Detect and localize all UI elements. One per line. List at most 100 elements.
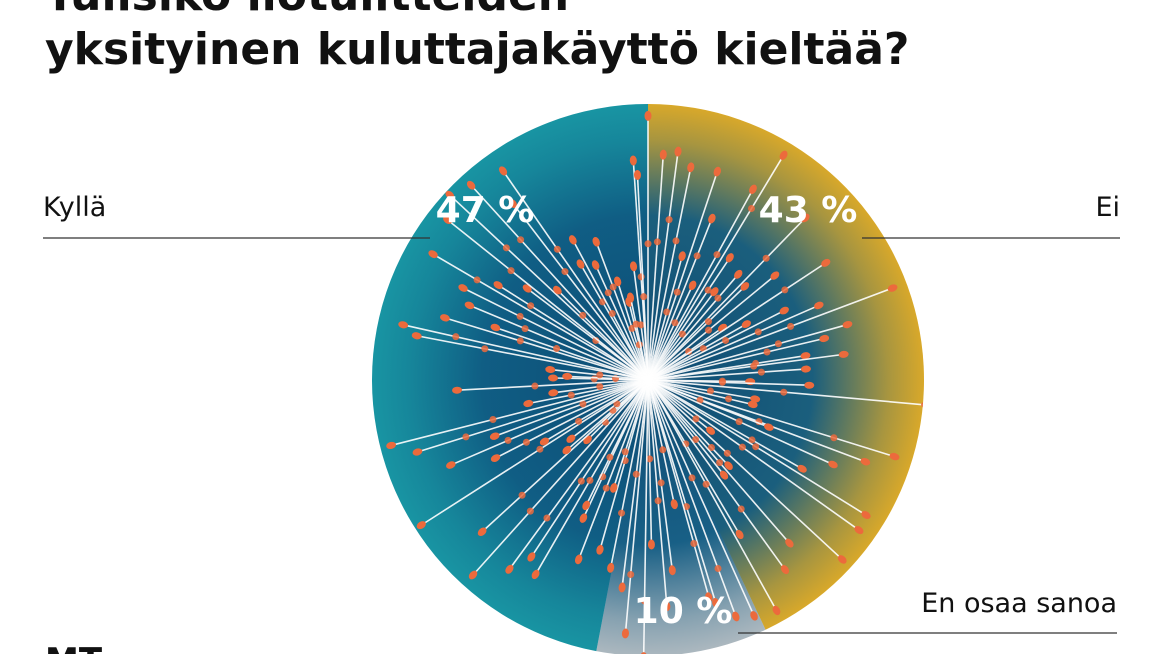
spark [548, 389, 559, 397]
ray [647, 257, 731, 381]
spark [547, 374, 558, 382]
ray [647, 379, 770, 428]
spark [763, 423, 774, 431]
spark [386, 441, 397, 450]
spark [722, 336, 730, 344]
spark [657, 479, 665, 487]
spark [604, 289, 612, 297]
ray [534, 379, 649, 575]
ray [566, 379, 649, 451]
ray [647, 379, 803, 470]
spark [659, 149, 667, 160]
ray [402, 324, 649, 381]
spark [577, 477, 585, 485]
ray [508, 379, 649, 570]
spark [629, 155, 637, 166]
ray [612, 379, 649, 489]
spark [566, 434, 576, 443]
ray [528, 379, 649, 405]
spark [522, 438, 530, 446]
ray [647, 379, 810, 387]
ray [450, 379, 649, 466]
spark [659, 446, 667, 454]
spark [627, 570, 635, 578]
ray [647, 379, 895, 458]
spark [443, 215, 453, 225]
spark [490, 454, 501, 462]
ray [497, 284, 649, 381]
spark [574, 554, 583, 565]
spark [596, 371, 604, 379]
spark [561, 268, 569, 276]
spark [481, 345, 489, 353]
spark [713, 166, 721, 177]
spark [452, 333, 460, 341]
spark [505, 564, 514, 574]
ray [594, 264, 649, 381]
spark [779, 306, 789, 315]
spark [539, 437, 550, 446]
ray [647, 171, 719, 381]
spark [735, 418, 743, 426]
spark [618, 582, 626, 593]
spark [688, 474, 696, 482]
spark [705, 592, 713, 603]
spark [610, 483, 618, 493]
category-label: Kyllä [43, 192, 106, 223]
spark [704, 318, 712, 326]
spark [464, 301, 475, 310]
spark [671, 319, 679, 327]
spark [725, 395, 733, 403]
spark [618, 509, 626, 517]
ray [544, 379, 649, 443]
ray [481, 379, 649, 533]
spark [673, 288, 681, 296]
ray [636, 174, 649, 381]
spark [568, 235, 577, 245]
spark [516, 312, 524, 320]
spark [774, 340, 782, 348]
spark [468, 570, 478, 580]
category-label: Ei [1095, 192, 1120, 223]
spark [685, 347, 693, 355]
spark [665, 216, 673, 224]
ray [495, 379, 649, 459]
spark [613, 276, 622, 287]
ray [567, 375, 649, 381]
spark [719, 470, 729, 480]
spark [536, 445, 544, 453]
spark [591, 260, 600, 270]
spark [785, 538, 794, 548]
spark [428, 250, 438, 259]
ray [621, 379, 649, 588]
ray [647, 323, 848, 381]
ray [599, 379, 649, 550]
ray [585, 379, 649, 506]
spark [440, 314, 450, 322]
value-label: 47 % [436, 190, 535, 231]
spark [757, 368, 765, 376]
spark [693, 252, 701, 260]
ray [624, 379, 649, 634]
spark [653, 238, 661, 246]
spark [412, 448, 423, 456]
ray [556, 289, 649, 381]
spark [607, 562, 615, 573]
ray [647, 379, 741, 535]
ray [647, 273, 739, 381]
ray [449, 194, 649, 381]
spark [531, 382, 539, 390]
spark [579, 513, 588, 523]
spark [678, 251, 686, 262]
ray [647, 304, 820, 381]
spark [630, 261, 638, 272]
ray [647, 274, 776, 381]
ray [647, 353, 844, 381]
ray [647, 309, 785, 381]
spark [725, 253, 734, 263]
spark [640, 293, 648, 301]
spark [445, 190, 455, 200]
spark [735, 529, 744, 540]
ray [495, 326, 649, 381]
spark [452, 386, 463, 394]
